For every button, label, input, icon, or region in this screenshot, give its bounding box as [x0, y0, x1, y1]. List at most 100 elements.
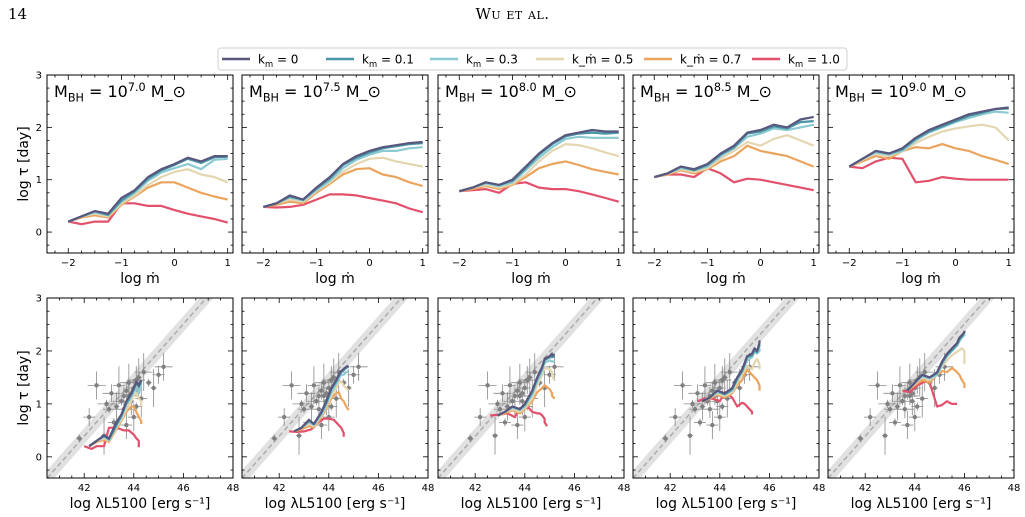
plot-area — [242, 298, 409, 478]
data-point — [86, 414, 92, 420]
x-tick-label: −1 — [505, 258, 520, 269]
series-line — [68, 202, 228, 226]
panel-frame — [437, 297, 625, 479]
x-tick-label: 44 — [322, 483, 335, 494]
legend-label: km = 0.1 — [362, 53, 414, 69]
x-axis-label: log λL5100 [erg s⁻¹] — [70, 496, 211, 512]
data-point — [710, 388, 715, 393]
data-point — [722, 375, 727, 380]
x-tick-label: 48 — [618, 483, 631, 494]
data-point — [922, 369, 927, 375]
relation-line — [438, 298, 599, 478]
data-point — [289, 383, 294, 388]
series-line — [263, 156, 423, 208]
data-point — [915, 404, 920, 409]
data-point — [532, 369, 537, 375]
x-tick-label: −1 — [114, 258, 129, 269]
data-point — [552, 364, 557, 370]
data-point — [690, 401, 695, 407]
data-point — [104, 401, 109, 407]
data-point — [106, 406, 112, 412]
y-axis-label: log τ [day] — [16, 350, 32, 425]
data-point — [895, 404, 900, 409]
y-tick-label: 2 — [36, 123, 42, 134]
series-line — [654, 167, 814, 192]
data-point — [497, 406, 503, 412]
series-line — [88, 405, 143, 448]
data-point — [912, 414, 917, 420]
data-point — [672, 414, 678, 420]
x-axis-label: log λL5100 [erg s⁻¹] — [461, 496, 602, 512]
y-tick-label: 0 — [36, 228, 42, 239]
panel-frame — [827, 297, 1015, 479]
panel-top-1: −2 −1 0 1 0 1 2 3 MBH = 107.0 M_⊙log ṁ — [36, 71, 234, 287]
plot-area — [633, 298, 800, 478]
data-point — [321, 380, 327, 385]
y-axis-label: log τ [day] — [16, 126, 32, 201]
data-point — [932, 385, 937, 391]
x-tick-label: 46 — [372, 483, 385, 494]
x-axis-label: log ṁ — [120, 271, 159, 287]
data-point — [492, 433, 498, 438]
series-line — [263, 167, 423, 208]
x-axis-label: log λL5100 [erg s⁻¹] — [851, 496, 992, 512]
data-point — [141, 369, 146, 375]
x-tick-label: 0 — [757, 258, 763, 269]
x-tick-label: 48 — [227, 483, 240, 494]
data-point — [517, 380, 523, 385]
data-point — [737, 385, 742, 391]
x-tick-label: 44 — [908, 483, 921, 494]
series-line — [654, 115, 814, 179]
data-point — [131, 414, 136, 420]
data-point — [522, 385, 527, 391]
x-tick-label: −1 — [895, 258, 910, 269]
relation-line — [242, 298, 403, 478]
series-line — [459, 181, 619, 203]
data-point — [156, 372, 161, 377]
series-line — [848, 106, 1009, 168]
data-point — [707, 406, 713, 412]
data-point — [892, 420, 898, 425]
relation-line — [828, 298, 989, 478]
data-point — [272, 436, 277, 441]
series-line — [848, 110, 1009, 168]
data-point — [136, 375, 141, 380]
series-line — [67, 168, 229, 223]
x-tick-label: 44 — [518, 483, 531, 494]
data-point — [727, 369, 732, 375]
relation-line — [633, 298, 794, 478]
x-tick-label: 0 — [366, 258, 372, 269]
x-tick-label: 1 — [224, 258, 230, 269]
data-point — [697, 420, 703, 425]
data-point — [309, 404, 314, 409]
data-point — [477, 414, 483, 420]
x-tick-label: −2 — [842, 258, 857, 269]
x-axis-label: log ṁ — [511, 271, 550, 287]
panel-mass-label: MBH = 107.0 M_⊙ — [54, 81, 186, 105]
data-point — [311, 383, 317, 388]
plot-area — [654, 115, 815, 192]
data-point — [126, 380, 132, 385]
x-tick-label: 0 — [562, 258, 568, 269]
data-point — [116, 383, 122, 388]
x-tick-label: 42 — [273, 483, 286, 494]
y-tick-label: 1 — [36, 175, 42, 186]
data-point — [890, 391, 895, 396]
data-point — [547, 372, 552, 377]
data-point — [520, 399, 525, 404]
data-point — [151, 385, 156, 391]
x-tick-label: −1 — [309, 258, 324, 269]
panel-mass-label: MBH = 108.5 M_⊙ — [640, 81, 772, 105]
data-point — [356, 364, 361, 370]
data-point — [717, 414, 722, 420]
data-point — [700, 404, 705, 409]
data-point — [124, 422, 129, 428]
data-point — [109, 391, 114, 396]
panel-top-2: −2 −1 0 1 MBH = 107.5 M_⊙log ṁ — [241, 74, 429, 287]
plot-area — [828, 298, 995, 478]
plot-area — [848, 106, 1010, 184]
data-point — [304, 391, 309, 396]
panel-bottom-4: 42 44 46 48 log λL5100 [erg s⁻¹] — [632, 297, 825, 512]
data-point — [124, 388, 129, 393]
